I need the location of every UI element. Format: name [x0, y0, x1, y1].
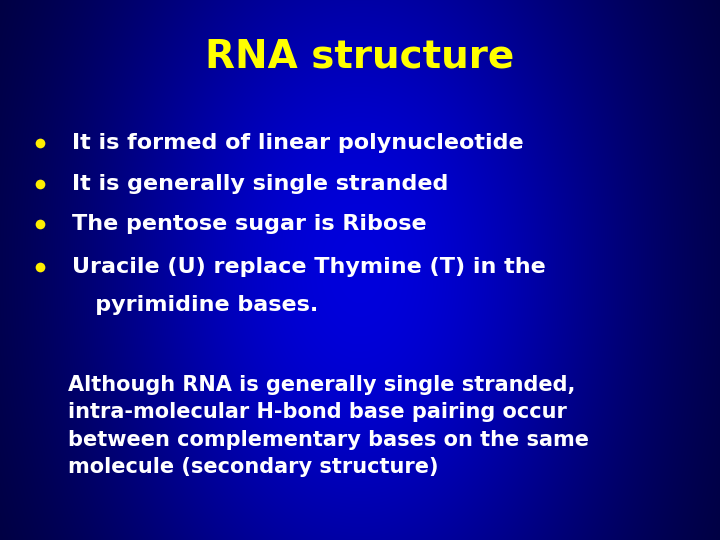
Text: The pentose sugar is Ribose: The pentose sugar is Ribose	[72, 214, 427, 234]
Text: RNA structure: RNA structure	[205, 38, 515, 76]
Text: pyrimidine bases.: pyrimidine bases.	[72, 295, 318, 315]
Text: Uracile (U) replace Thymine (T) in the: Uracile (U) replace Thymine (T) in the	[72, 257, 546, 278]
Text: Although RNA is generally single stranded,
intra-molecular H-bond base pairing o: Although RNA is generally single strande…	[68, 375, 590, 477]
Text: It is formed of linear polynucleotide: It is formed of linear polynucleotide	[72, 133, 523, 153]
Text: It is generally single stranded: It is generally single stranded	[72, 173, 449, 194]
